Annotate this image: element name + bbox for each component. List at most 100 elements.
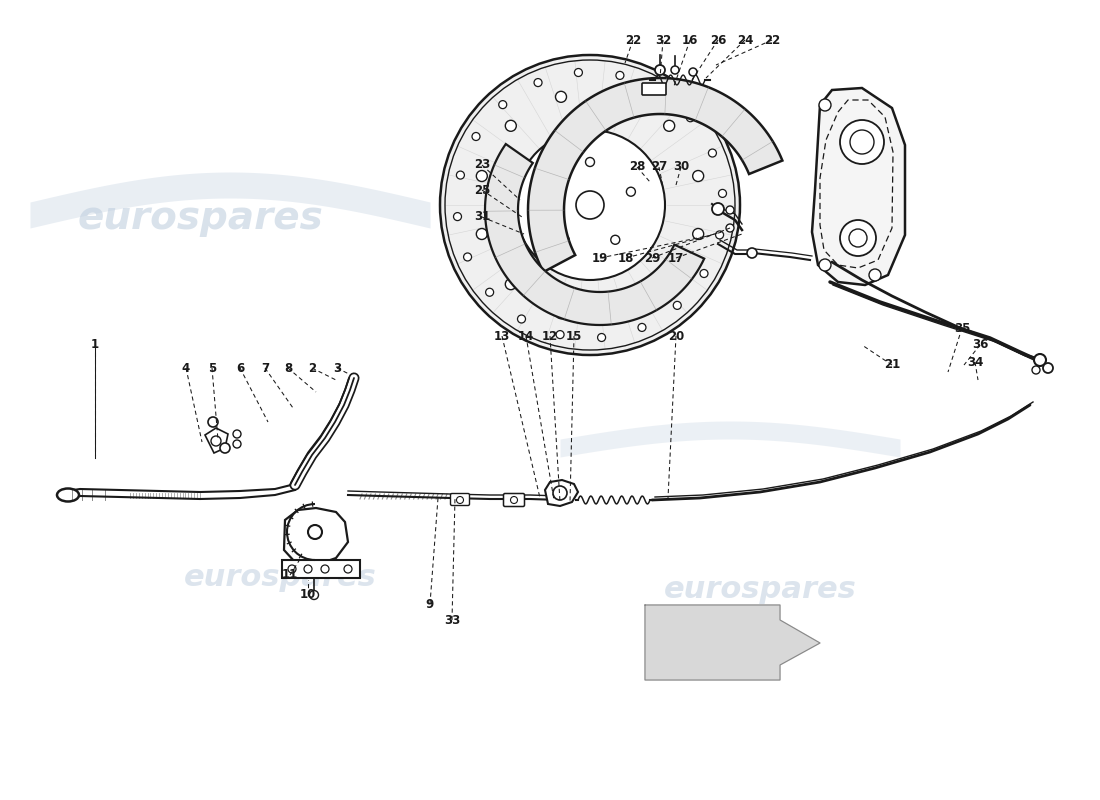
Ellipse shape: [57, 489, 79, 502]
Text: 11: 11: [282, 569, 298, 582]
Circle shape: [614, 91, 625, 102]
Circle shape: [463, 253, 472, 261]
Text: 28: 28: [629, 161, 646, 174]
Text: 16: 16: [682, 34, 698, 46]
FancyBboxPatch shape: [642, 83, 666, 95]
Circle shape: [718, 190, 726, 198]
Polygon shape: [812, 88, 905, 285]
Circle shape: [208, 417, 218, 427]
Circle shape: [440, 55, 740, 355]
Polygon shape: [645, 605, 820, 680]
Text: 7: 7: [261, 362, 270, 374]
Text: 22: 22: [763, 34, 780, 46]
Circle shape: [288, 565, 296, 573]
Text: 35: 35: [954, 322, 970, 334]
Circle shape: [614, 308, 625, 318]
Text: 2: 2: [308, 362, 316, 374]
Circle shape: [233, 430, 241, 438]
Text: 23: 23: [474, 158, 491, 171]
Circle shape: [820, 99, 830, 111]
Circle shape: [309, 590, 319, 599]
Circle shape: [747, 248, 757, 258]
Circle shape: [840, 120, 884, 164]
Circle shape: [585, 158, 594, 166]
Circle shape: [505, 278, 516, 290]
Bar: [282, 560, 360, 578]
Circle shape: [712, 203, 724, 215]
Circle shape: [453, 213, 462, 221]
Text: 21: 21: [884, 358, 900, 371]
Text: 3: 3: [333, 362, 341, 374]
Text: eurospares: eurospares: [77, 199, 323, 237]
Circle shape: [476, 170, 487, 182]
Polygon shape: [205, 428, 228, 453]
Text: 31: 31: [474, 210, 491, 223]
Circle shape: [456, 171, 464, 179]
Circle shape: [686, 114, 694, 122]
Circle shape: [726, 206, 734, 214]
Text: 22: 22: [625, 34, 641, 46]
Circle shape: [663, 120, 674, 131]
Text: 8: 8: [284, 362, 293, 374]
Polygon shape: [284, 508, 348, 565]
Circle shape: [344, 565, 352, 573]
Circle shape: [505, 120, 516, 131]
Text: 27: 27: [651, 161, 667, 174]
Text: 30: 30: [673, 161, 689, 174]
Circle shape: [616, 71, 624, 79]
Circle shape: [689, 68, 697, 76]
Circle shape: [820, 259, 830, 271]
Circle shape: [597, 334, 606, 342]
Circle shape: [510, 497, 517, 503]
Text: 20: 20: [668, 330, 684, 342]
Circle shape: [638, 323, 646, 331]
Circle shape: [498, 101, 507, 109]
FancyBboxPatch shape: [504, 494, 525, 506]
Circle shape: [840, 220, 876, 256]
Circle shape: [485, 288, 494, 296]
Polygon shape: [544, 480, 578, 506]
Circle shape: [574, 69, 582, 77]
Text: 6: 6: [235, 362, 244, 374]
Circle shape: [850, 130, 875, 154]
Circle shape: [233, 440, 241, 448]
Circle shape: [556, 91, 566, 102]
Text: 12: 12: [542, 330, 558, 342]
Text: 36: 36: [971, 338, 988, 351]
Circle shape: [654, 87, 662, 95]
Circle shape: [1032, 366, 1040, 374]
Text: 33: 33: [444, 614, 460, 626]
Text: 32: 32: [654, 34, 671, 46]
Text: 5: 5: [208, 362, 216, 374]
Circle shape: [626, 187, 636, 196]
Text: 24: 24: [737, 34, 754, 46]
Circle shape: [576, 191, 604, 219]
Circle shape: [849, 229, 867, 247]
Text: 10: 10: [300, 589, 316, 602]
Circle shape: [304, 565, 312, 573]
Circle shape: [663, 278, 674, 290]
Text: 13: 13: [494, 330, 510, 342]
Circle shape: [693, 229, 704, 239]
Circle shape: [472, 133, 480, 141]
Circle shape: [693, 170, 704, 182]
Polygon shape: [485, 144, 704, 325]
Circle shape: [476, 229, 487, 239]
Text: 26: 26: [710, 34, 726, 46]
Text: 29: 29: [644, 251, 660, 265]
Circle shape: [1034, 354, 1046, 366]
Circle shape: [560, 235, 569, 244]
Text: 17: 17: [668, 251, 684, 265]
Text: 18: 18: [618, 251, 635, 265]
Text: 14: 14: [518, 330, 535, 342]
Text: 19: 19: [592, 251, 608, 265]
Circle shape: [869, 269, 881, 281]
FancyBboxPatch shape: [451, 494, 470, 506]
Text: 15: 15: [565, 330, 582, 342]
Circle shape: [321, 565, 329, 573]
Circle shape: [456, 497, 463, 503]
Text: eurospares: eurospares: [184, 563, 376, 593]
Circle shape: [700, 270, 708, 278]
Circle shape: [716, 231, 724, 239]
Circle shape: [708, 149, 716, 157]
